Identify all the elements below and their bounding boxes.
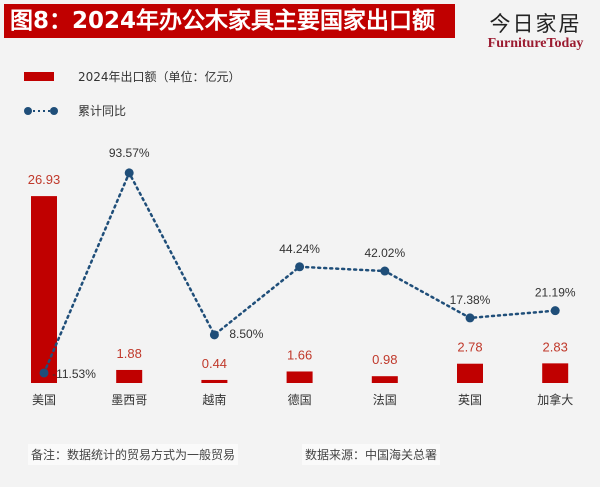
line-label: -11.53%	[52, 367, 96, 381]
line-label: 8.50%	[229, 327, 263, 341]
bar-label: 2.78	[457, 340, 482, 355]
footer-source: 数据来源：中国海关总署	[302, 444, 441, 465]
legend-line-label: 累计同比	[78, 104, 127, 118]
line-label: 21.19%	[535, 286, 576, 300]
line-label: 93.57%	[109, 146, 150, 160]
line-point	[209, 330, 219, 340]
category-label: 德国	[288, 392, 312, 407]
bar-label: 0.44	[202, 356, 227, 371]
line-point	[295, 262, 305, 272]
bar	[457, 363, 483, 383]
legend-line: 累计同比	[24, 102, 126, 119]
line-point	[465, 313, 475, 323]
category-label: 墨西哥	[111, 393, 147, 407]
category-label: 加拿大	[537, 392, 573, 407]
line-label: 44.24%	[279, 242, 320, 256]
line-point	[550, 306, 560, 316]
legend-bar-label: 2024年出口额（单位：亿元）	[78, 70, 241, 84]
bar-label: 1.88	[117, 346, 142, 361]
bar	[116, 369, 143, 383]
footer-note: 备注：数据统计的贸易方式为一般贸易	[28, 444, 239, 465]
bar	[542, 363, 569, 383]
legend-bar: 2024年出口额（单位：亿元）	[24, 68, 241, 85]
category-label: 越南	[202, 392, 226, 407]
line-label: 42.02%	[364, 246, 405, 260]
bar-label: 1.66	[287, 347, 312, 362]
line-point	[124, 168, 134, 178]
logo: 今日家居 FurnitureToday	[478, 8, 593, 52]
logo-en: FurnitureToday	[487, 36, 584, 51]
chart-title: 图8：2024年办公木家具主要国家出口额	[4, 4, 455, 38]
category-label: 美国	[32, 393, 56, 407]
line-point	[380, 266, 390, 276]
bar-label: 26.93	[28, 172, 61, 187]
legend-line-swatch	[24, 106, 58, 115]
line-label: 17.38%	[450, 293, 491, 307]
bar-label: 0.98	[372, 352, 397, 367]
bar	[371, 376, 398, 383]
bar	[31, 196, 57, 383]
category-label: 法国	[373, 393, 397, 407]
bar-label: 2.83	[543, 339, 568, 354]
legend-bar-swatch	[24, 72, 54, 81]
line-point	[39, 368, 49, 378]
category-label: 英国	[458, 393, 482, 407]
logo-cn: 今日家居	[489, 12, 582, 36]
bar	[201, 379, 228, 383]
bar	[286, 371, 313, 383]
